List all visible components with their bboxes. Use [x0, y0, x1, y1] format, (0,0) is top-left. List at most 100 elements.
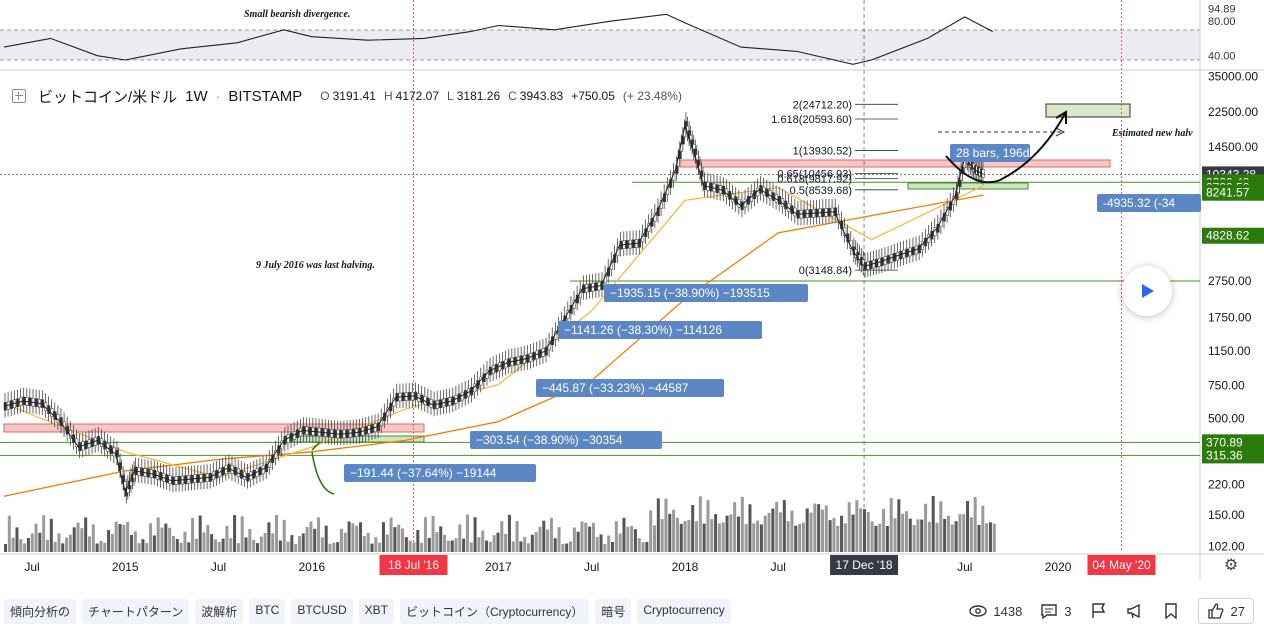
y-tick-label: 1750.00: [1208, 310, 1252, 324]
tag-1[interactable]: チャートパターン: [82, 598, 190, 624]
volume-bar: [653, 525, 657, 552]
high-value: 4172.07: [395, 89, 440, 103]
share-stat[interactable]: [1126, 603, 1144, 619]
volume-bar: [916, 519, 920, 552]
tag-7[interactable]: 暗号: [595, 598, 632, 624]
volume-bar: [843, 523, 847, 552]
volume-bar: [672, 509, 676, 552]
flag-stat[interactable]: [1090, 603, 1108, 619]
volume-bar: [511, 541, 515, 552]
like-button[interactable]: 27: [1197, 598, 1254, 624]
volume-bar: [156, 517, 160, 552]
volume-bar: [862, 509, 866, 552]
ma-slow-line: [3, 194, 984, 497]
volume-bar: [290, 535, 294, 552]
volume-bar: [889, 497, 893, 552]
volume-bar: [114, 521, 118, 552]
tag-2[interactable]: 波解析: [195, 598, 244, 624]
volume-bar: [477, 537, 481, 552]
expand-icon[interactable]: [12, 89, 26, 103]
volume-bar: [893, 518, 897, 552]
tag-4[interactable]: BTCUSD: [291, 598, 353, 624]
volume-bar: [420, 542, 424, 552]
volume-bar: [576, 531, 580, 552]
volume-bar: [110, 533, 114, 552]
volume-bar: [561, 543, 565, 552]
volume-bar: [328, 543, 332, 552]
volume-bar: [607, 535, 611, 552]
chart-header: ビットコイン/米ドル 1W · BITSTAMP O 3191.41 H 4172.…: [12, 86, 682, 106]
volume-bar: [973, 497, 977, 552]
volume-bar: [729, 514, 733, 552]
volume-bar: [87, 536, 91, 552]
x-tick-label-7: Jul: [771, 560, 786, 574]
volume-bar: [42, 515, 46, 552]
play-button[interactable]: [1122, 266, 1172, 316]
fib-label-1: 1.618(20593.60): [771, 114, 852, 126]
rsi-line: [3, 13, 994, 65]
volume-bar: [65, 537, 69, 552]
symbol-name[interactable]: ビットコイン/米ドル: [38, 88, 178, 106]
volume-bar: [775, 501, 779, 552]
interval[interactable]: 1W: [185, 87, 208, 105]
volume-bar: [362, 536, 366, 552]
bookmark-stat[interactable]: [1162, 603, 1180, 619]
volume-bar: [943, 518, 947, 552]
rsi-tick-label: 80.00: [1208, 16, 1236, 28]
price-label-bg-4: [1202, 227, 1264, 244]
tag-8[interactable]: Cryptocurrency: [637, 598, 731, 624]
volume-bar: [836, 525, 840, 552]
volume-bar: [76, 522, 80, 552]
volume-bar: [736, 516, 740, 552]
note-0: Small bearish divergence.: [244, 9, 350, 20]
volume-bar: [278, 540, 282, 552]
volume-bar: [366, 532, 370, 552]
rsi-band: [0, 30, 1200, 60]
dot-separator: ·: [215, 88, 221, 104]
volume-bar: [122, 524, 126, 552]
x-tick-label-1: 2015: [112, 560, 139, 574]
change-value: +750.05: [571, 89, 615, 103]
fib-label-2: 1(13930.52): [793, 145, 852, 157]
tag-3[interactable]: BTC: [249, 598, 286, 624]
gear-icon[interactable]: ⚙: [1223, 557, 1239, 574]
views-stat[interactable]: 1438: [969, 603, 1022, 619]
volume-bar: [389, 517, 393, 552]
x-tick-label-5: Jul: [584, 560, 599, 574]
price-label-bg-5: [1202, 434, 1264, 451]
volume-bar: [626, 526, 630, 552]
volume-bar: [542, 520, 546, 552]
volume-bar: [557, 527, 561, 552]
volume-bar: [355, 525, 359, 552]
volume-bar: [660, 519, 664, 552]
volume-bar: [473, 517, 477, 552]
volume-bar: [49, 518, 53, 552]
volume-bar: [271, 533, 275, 552]
comments-stat[interactable]: 3: [1040, 603, 1072, 619]
price-label-6: 315.36: [1206, 448, 1243, 462]
volume-bar: [740, 496, 744, 552]
volume-bar: [423, 517, 427, 552]
drawdown-label-bg-3: [950, 144, 1030, 162]
drawdown-label-6: −1141.26 (−38.30%) −114126: [564, 323, 722, 337]
drawdown-label-4: -4935.32 (-34: [1103, 196, 1175, 210]
tag-5[interactable]: XBT: [358, 598, 394, 624]
y-tick-label: 2750.00: [1208, 274, 1252, 288]
volume-bar: [145, 543, 149, 552]
x-tick-label-3: 2016: [298, 560, 325, 574]
volume-bar: [385, 534, 389, 552]
tag-6[interactable]: ビットコイン（Cryptocurrency）: [400, 598, 590, 624]
chart-area[interactable]: 94.89 80.00 40.00 2(24712.20) 1.618(20593.60…: [0, 0, 1264, 580]
volume-bar: [733, 502, 737, 552]
volume-bar: [668, 513, 672, 552]
volume-bar: [179, 542, 183, 552]
volume-bar: [469, 542, 473, 552]
tag-0[interactable]: 傾向分析の: [4, 598, 77, 624]
volume-bar: [336, 542, 340, 552]
volume-bar: [244, 537, 248, 552]
volume-bar: [920, 519, 924, 552]
volume-bar: [572, 527, 576, 552]
volume-bar: [137, 543, 141, 552]
volume-bar: [756, 520, 760, 552]
